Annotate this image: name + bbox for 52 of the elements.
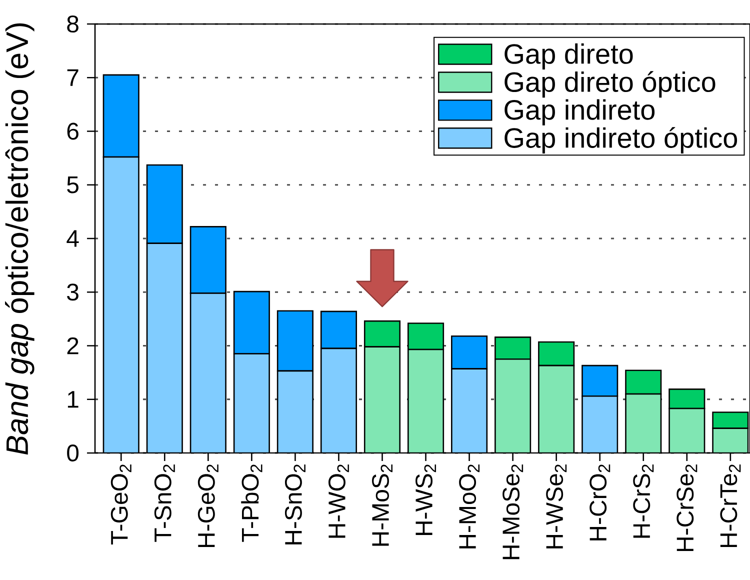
y-tick-label: 1 (68, 391, 78, 408)
legend-label: Gap indireto (504, 99, 655, 126)
bar (408, 349, 444, 453)
bar (190, 226, 226, 294)
y-tick-label: 0 (67, 444, 79, 462)
bar (451, 335, 488, 370)
x-tick-label: H-CrO$_{2}$ (590, 464, 610, 540)
x-tick-label: H-CrTe$_{2}$ (720, 464, 741, 548)
y-tick-label: 3 (67, 284, 78, 301)
x-tick-label: H-CrS$_{2}$ (633, 464, 654, 538)
bar (103, 156, 139, 453)
y-tick-label: 8 (67, 16, 78, 32)
bar (626, 394, 661, 453)
bar (364, 346, 400, 453)
y-tick-label: 5 (67, 176, 78, 194)
legend-label: Gap direto óptico (504, 71, 716, 98)
y-tick-label: 2 (67, 337, 78, 354)
bar (233, 290, 270, 354)
bar (321, 348, 356, 453)
y-tick-label: 4 (66, 230, 79, 247)
y-tick-label: 7 (67, 69, 78, 86)
bar (320, 310, 357, 350)
x-tick-label: T-PbO$_{2}$ (241, 464, 262, 542)
bar (625, 370, 662, 395)
y-axis-title: Band gap óptico/eletrônico (eV) (5, 23, 34, 455)
bar (495, 359, 530, 453)
x-tick-label: H-MoO$_{2}$ (459, 464, 480, 548)
bar (538, 366, 574, 453)
bar (146, 164, 183, 244)
x-tick-label: H-WO$_{2}$ (328, 464, 349, 538)
bar (452, 368, 487, 453)
x-tick-label: H-MoSe$_{2}$ (502, 464, 524, 560)
bar (278, 370, 313, 453)
bar (234, 354, 270, 453)
bar (276, 310, 314, 372)
x-tick-label: T-GeO$_{2}$ (110, 464, 132, 545)
y-tick-label: 6 (67, 122, 78, 140)
bar (147, 243, 182, 453)
x-tick-label: H-GeO$_{2}$ (198, 464, 218, 548)
bar (712, 428, 749, 453)
bar (668, 388, 706, 410)
x-tick-label: T-SnO$_{2}$ (154, 464, 175, 542)
x-tick-label: H-MoS$_{2}$ (372, 464, 392, 546)
x-tick-label: H-WS$_{2}$ (416, 464, 436, 536)
x-tick-label: H-CrSe$_{2}$ (676, 464, 698, 552)
x-tick-label: H-SnO$_{2}$ (284, 464, 306, 544)
legend-label: Gap indireto óptico (504, 127, 738, 154)
x-tick-label: H-WSe$_{2}$ (546, 464, 567, 548)
bar (190, 293, 226, 453)
bar (582, 395, 618, 453)
bar (669, 408, 705, 453)
legend-label: Gap direto (504, 43, 633, 70)
